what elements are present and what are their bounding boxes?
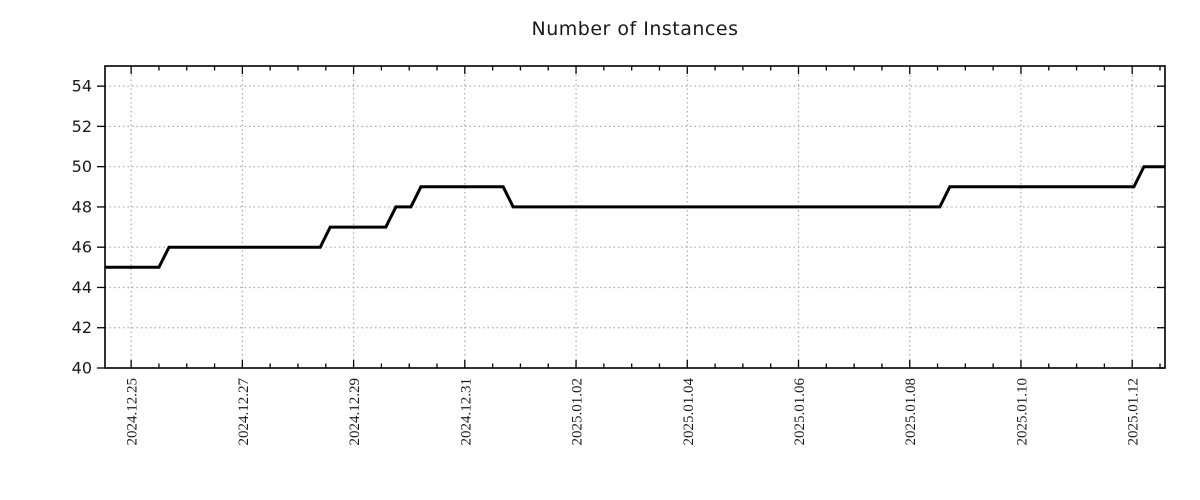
x-tick-label: 2024.12.27 [236, 378, 252, 446]
x-tick-label: 2024.12.31 [458, 378, 474, 446]
plot-border [104, 65, 1166, 369]
chart-title: Number of Instances [531, 18, 739, 40]
y-tick-label: 46 [72, 238, 92, 257]
x-tick-label: 2025.01.12 [1126, 378, 1142, 446]
x-tick-label: 2024.12.29 [347, 378, 363, 446]
y-tick-label: 42 [72, 318, 92, 337]
y-tick-label: 50 [72, 157, 92, 176]
y-tick-label: 48 [72, 197, 92, 216]
y-tick-label: 44 [72, 278, 92, 297]
x-tick-label: 2025.01.10 [1014, 378, 1030, 446]
x-tick-label: 2024.12.25 [125, 378, 141, 446]
y-tick-label: 52 [72, 117, 92, 136]
x-tick-label: 2025.01.06 [792, 378, 808, 446]
y-tick-label: 40 [72, 359, 92, 378]
x-tick-label: 2025.01.08 [903, 378, 919, 446]
series-instances-line [105, 165, 1165, 269]
x-tick-label: 2025.01.04 [681, 378, 697, 446]
x-tick-label: 2025.01.02 [570, 378, 586, 446]
y-tick-label: 54 [72, 77, 92, 96]
